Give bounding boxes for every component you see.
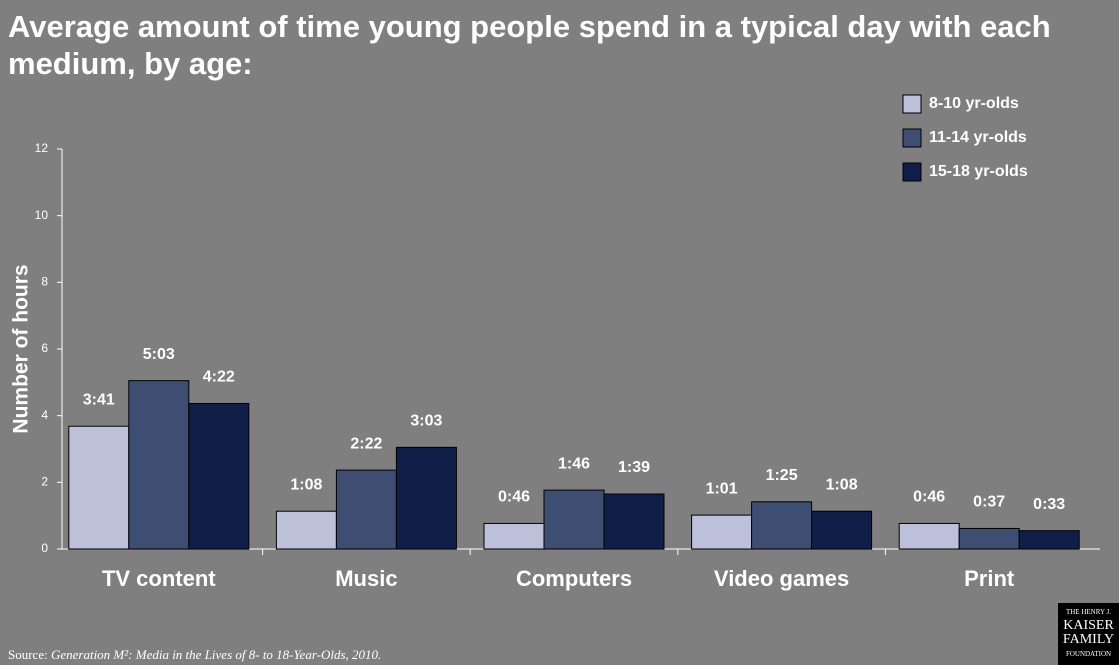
y-tick-label: 6 — [41, 341, 48, 355]
value-label: 2:22 — [350, 435, 382, 452]
bar — [395, 446, 457, 550]
bar — [128, 380, 190, 550]
value-label: 1:46 — [558, 455, 590, 472]
bar — [691, 514, 753, 550]
value-label: 1:39 — [618, 459, 650, 476]
source: Source: Generation M²: Media in the Live… — [8, 647, 381, 663]
y-tick-label: 4 — [41, 408, 48, 422]
legend-swatch — [902, 94, 922, 114]
bar — [751, 501, 813, 550]
value-label: 1:08 — [290, 476, 322, 493]
legend-label: 11-14 yr-olds — [929, 129, 1027, 146]
bar — [483, 522, 545, 550]
value-label: 1:25 — [766, 467, 798, 484]
bar — [898, 522, 960, 550]
source-prefix: Source: — [8, 647, 48, 662]
value-label: 3:03 — [410, 413, 442, 430]
value-label: 0:46 — [498, 489, 530, 506]
x-tick-label: TV content — [102, 566, 216, 591]
value-label: 1:01 — [706, 480, 738, 497]
y-tick-label: 0 — [41, 541, 48, 555]
bar — [188, 402, 250, 550]
y-axis-label: Number of hours — [10, 264, 33, 433]
value-label: 4:22 — [203, 369, 235, 386]
y-tick-label: 10 — [35, 208, 49, 222]
bar — [603, 493, 665, 550]
bar — [958, 527, 1020, 550]
value-label: 0:46 — [913, 489, 945, 506]
value-label: 1:08 — [826, 476, 858, 493]
logo-line: FAMILY — [1062, 632, 1115, 647]
legend-label: 8-10 yr-olds — [929, 95, 1019, 112]
y-tick-label: 8 — [41, 275, 48, 289]
x-tick-label: Music — [335, 566, 397, 591]
logo-line: THE HENRY J. — [1065, 608, 1112, 616]
bar — [1018, 530, 1080, 550]
bar — [543, 489, 605, 550]
y-tick-label: 12 — [35, 141, 49, 155]
legend-swatch — [902, 128, 922, 148]
logo-line: KAISER — [1063, 618, 1114, 633]
bar — [275, 510, 337, 550]
logo: THE HENRY J. KAISER FAMILY FOUNDATION — [1058, 603, 1119, 665]
value-label: 0:37 — [973, 494, 1005, 511]
chart-title: Average amount of time young people spen… — [8, 9, 1051, 81]
x-tick-label: Computers — [516, 566, 632, 591]
x-tick-label: Video games — [714, 566, 849, 591]
bar — [811, 510, 873, 550]
bar — [335, 469, 397, 550]
legend-label: 15-18 yr-olds — [929, 163, 1028, 180]
legend-swatch — [902, 162, 922, 182]
source-text: Generation M²: Media in the Lives of 8- … — [50, 647, 382, 662]
bar — [68, 425, 130, 550]
value-label: 0:33 — [1033, 496, 1065, 513]
x-tick-label: Print — [964, 566, 1015, 591]
y-tick-label: 2 — [41, 475, 48, 489]
value-label: 5:03 — [143, 346, 175, 363]
logo-line: FOUNDATION — [1065, 650, 1112, 658]
value-label: 3:41 — [83, 391, 115, 408]
